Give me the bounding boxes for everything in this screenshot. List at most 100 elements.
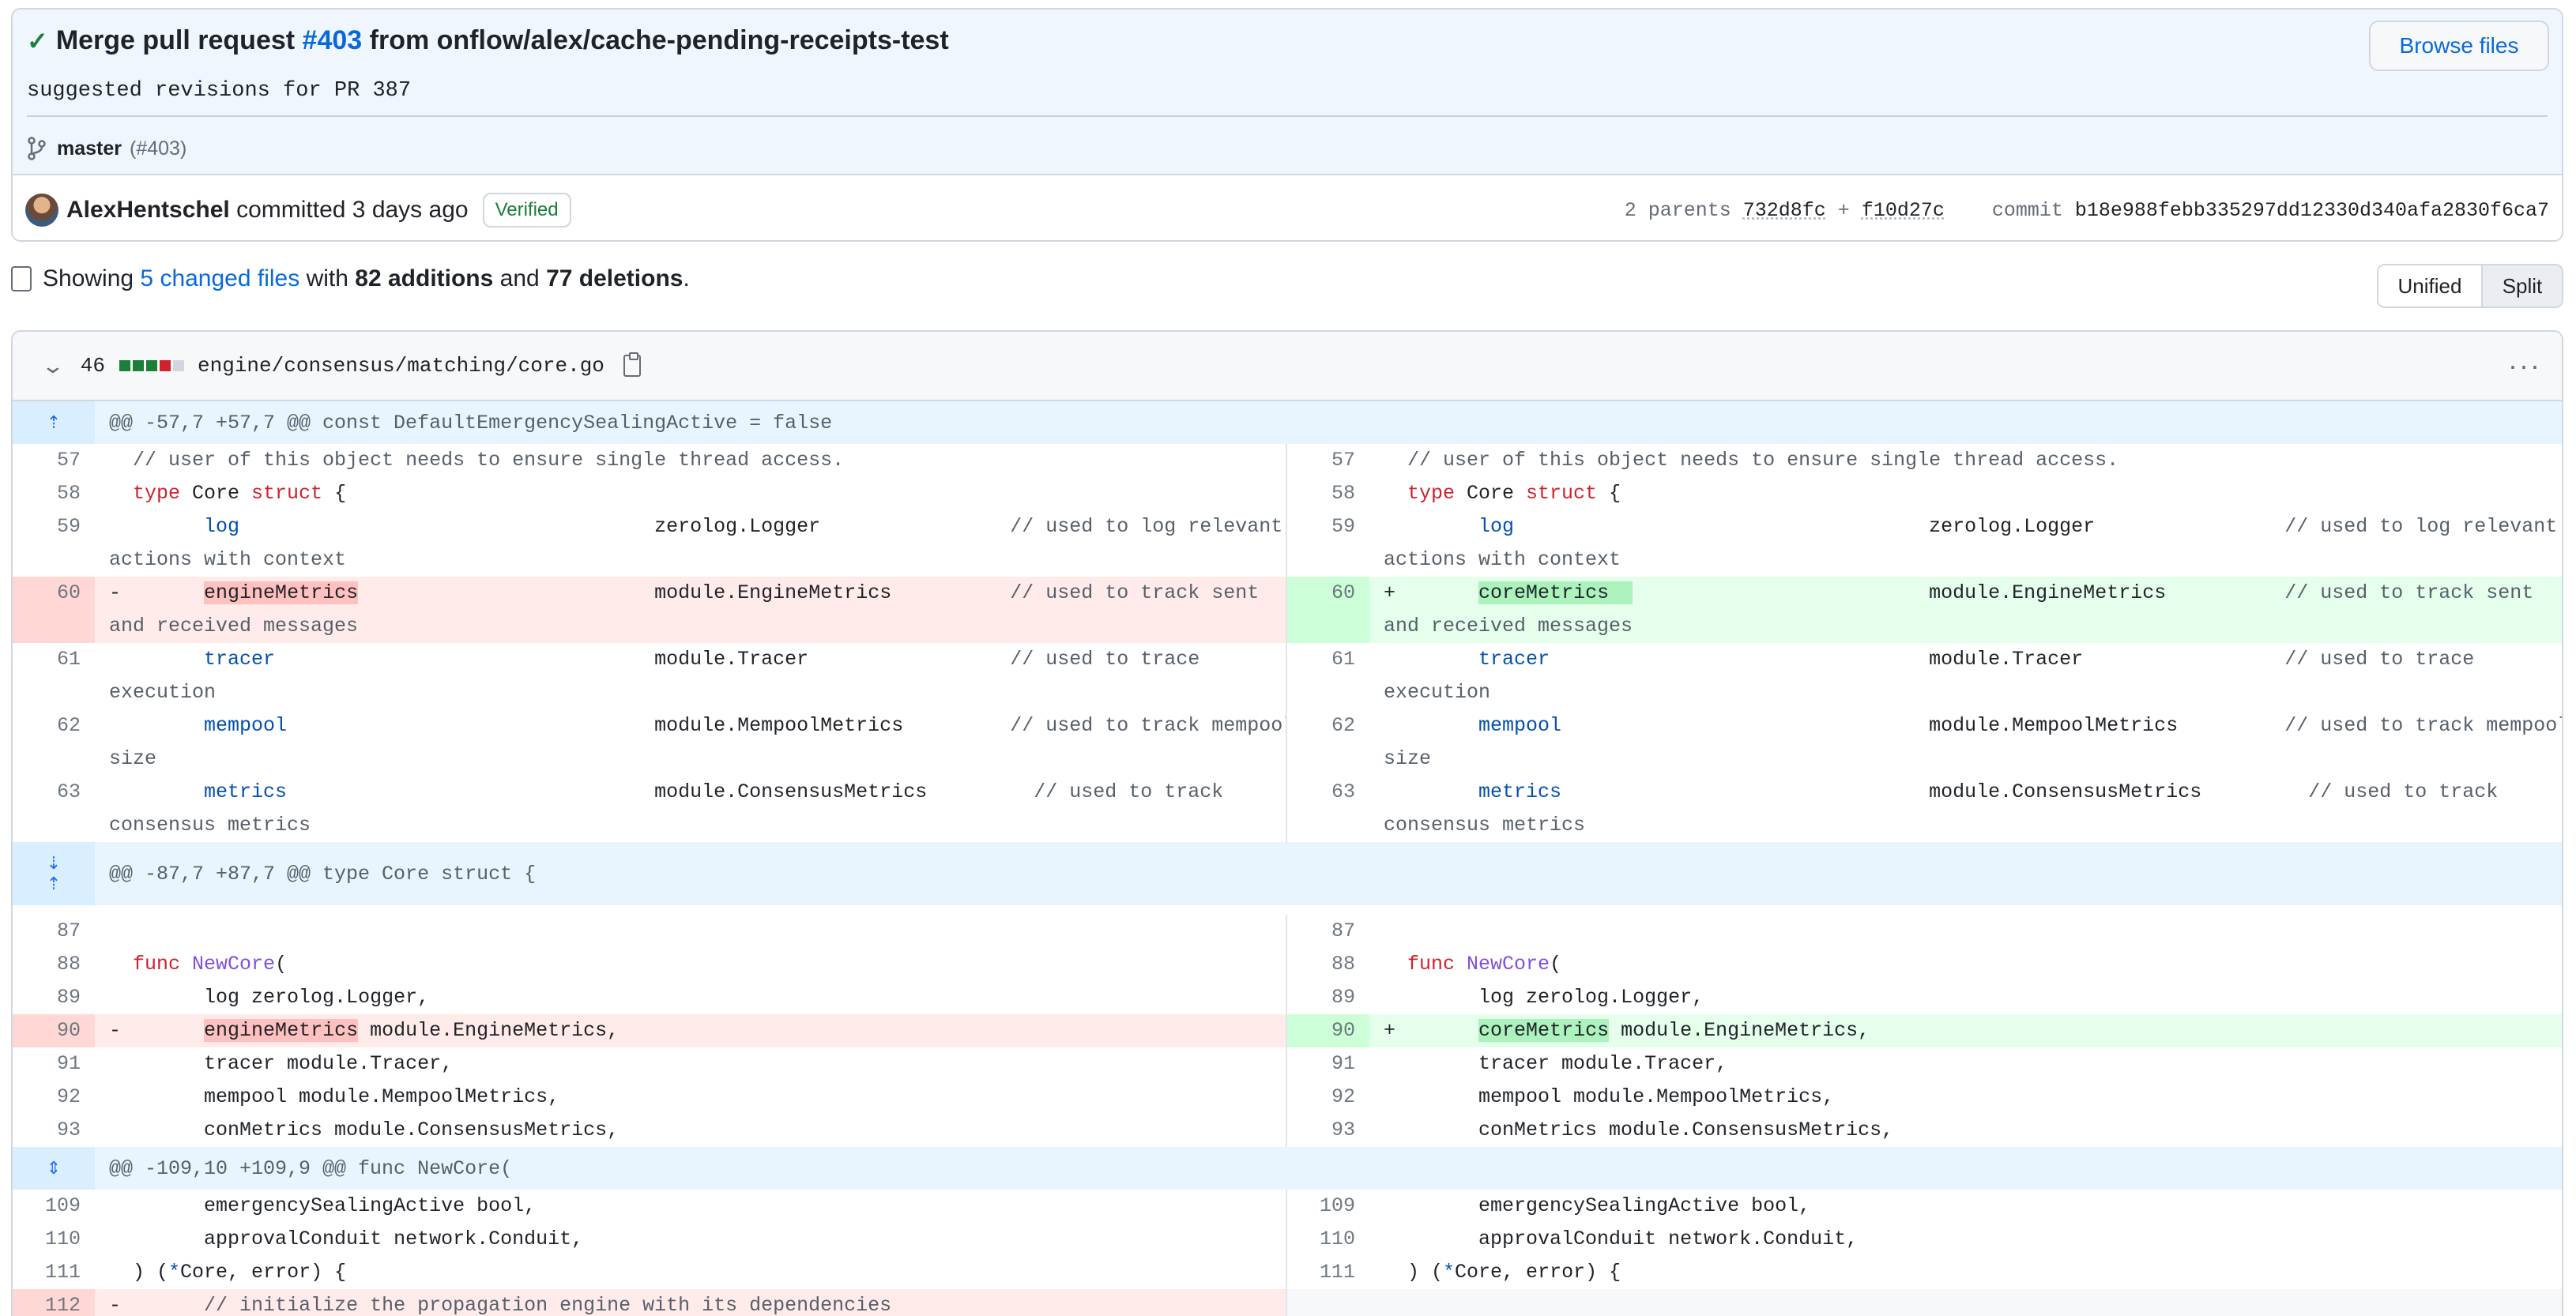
table-row: 91 tracer module.Tracer, 91 tracer modul…: [13, 1047, 2562, 1081]
author-link[interactable]: AlexHentschel: [66, 197, 230, 223]
line-number[interactable]: 62: [1331, 714, 1355, 737]
code-field: tracer: [1478, 648, 1550, 671]
line-number[interactable]: 111: [1319, 1261, 1355, 1284]
line-number[interactable]: 92: [1331, 1085, 1355, 1108]
code-line: ) (*Core, error) {: [95, 1256, 1286, 1289]
line-number[interactable]: 92: [56, 1085, 81, 1108]
deleted-marker: -: [109, 1019, 122, 1042]
divider: [27, 115, 2548, 117]
avatar[interactable]: [25, 194, 58, 227]
line-number[interactable]: 90: [13, 1014, 95, 1047]
line-number[interactable]: 91: [1331, 1052, 1355, 1075]
code-comment: consensus metrics: [109, 814, 311, 837]
code-operator: *: [1443, 1261, 1456, 1284]
code-function: NewCore: [1467, 953, 1550, 976]
diff-stats: Showing 5 changed files with 82 addition…: [11, 265, 690, 292]
line-number[interactable]: 87: [56, 919, 81, 942]
code-text: Core, error) {: [180, 1261, 347, 1284]
code-line: mempool module.MempoolMetrics // used to…: [1369, 709, 2562, 776]
pr-link[interactable]: #403: [302, 25, 363, 55]
kebab-menu-icon[interactable]: ···: [2508, 349, 2541, 382]
deleted-marker: -: [109, 581, 122, 604]
code-type: module.Tracer: [1929, 648, 2084, 671]
changed-files-link[interactable]: 5 changed files: [140, 265, 300, 291]
code-line: [95, 915, 1286, 948]
line-number[interactable]: 59: [56, 515, 81, 538]
line-number[interactable]: 58: [1331, 482, 1355, 505]
highlighted-addition: coreMetrics: [1478, 1019, 1610, 1042]
parent-sha-1[interactable]: 732d8fc: [1742, 199, 1826, 222]
code-text: (: [1550, 953, 1562, 976]
line-number[interactable]: 88: [56, 953, 81, 976]
table-row: 57 // user of this object needs to ensur…: [13, 444, 2562, 477]
copy-icon[interactable]: [623, 352, 641, 377]
table-row: 110 approvalConduit network.Conduit, 110…: [13, 1223, 2562, 1256]
line-number[interactable]: 63: [56, 780, 81, 803]
browse-files-button[interactable]: Browse files: [2369, 21, 2549, 71]
line-number[interactable]: 109: [44, 1194, 81, 1217]
code-text: Core, error) {: [1455, 1261, 1621, 1284]
line-number[interactable]: 109: [1319, 1194, 1355, 1217]
commit-description: suggested revisions for PR 387: [27, 79, 412, 103]
code-text: (: [275, 953, 288, 976]
line-number[interactable]: 89: [1331, 986, 1355, 1009]
line-number[interactable]: 61: [56, 648, 81, 671]
code-comment: // used to log relevant: [2284, 515, 2558, 538]
diff-table: ⇡ @@ -57,7 +57,7 @@ const DefaultEmergen…: [13, 401, 2562, 1316]
hunk-header: ⇡ @@ -57,7 +57,7 @@ const DefaultEmergen…: [13, 401, 2562, 444]
code-text: approvalConduit network.Conduit,: [204, 1228, 584, 1250]
line-number[interactable]: 60: [13, 577, 95, 643]
line-number[interactable]: 57: [1331, 449, 1355, 472]
line-number[interactable]: 111: [44, 1261, 81, 1284]
line-number[interactable]: 87: [1331, 919, 1355, 942]
line-number[interactable]: 110: [1319, 1228, 1355, 1250]
file-path[interactable]: engine/consensus/matching/core.go: [198, 354, 604, 378]
code-type: module.MempoolMetrics: [654, 714, 904, 737]
line-number[interactable]: 89: [56, 986, 81, 1009]
code-line-deleted: - engineMetrics module.EngineMetrics,: [95, 1014, 1286, 1047]
parent-sha-2[interactable]: f10d27c: [1861, 199, 1945, 222]
line-number[interactable]: 59: [1331, 515, 1355, 538]
highlighted-deletion: engineMetrics: [204, 581, 359, 604]
code-comment: // used to track: [1034, 780, 1224, 803]
code-line: tracer module.Tracer,: [95, 1047, 1286, 1081]
table-row: 90- engineMetrics module.EngineMetrics, …: [13, 1014, 2562, 1047]
table-row: 58 type Core struct { 58 type Core struc…: [13, 477, 2562, 510]
code-text: conMetrics module.ConsensusMetrics,: [204, 1119, 620, 1141]
expand-both-icon[interactable]: ⇣ ⇡: [13, 842, 95, 905]
branch-pr-link[interactable]: (#403): [130, 137, 187, 160]
code-line: conMetrics module.ConsensusMetrics,: [1369, 1114, 2562, 1147]
code-line: // user of this object needs to ensure s…: [1369, 444, 2562, 477]
line-number[interactable]: 61: [1331, 648, 1355, 671]
line-number[interactable]: 57: [56, 449, 81, 472]
line-number[interactable]: 93: [56, 1119, 81, 1141]
code-line: approvalConduit network.Conduit,: [95, 1223, 1286, 1256]
line-number[interactable]: 88: [1331, 953, 1355, 976]
code-comment: // initialize the propagation engine wit…: [204, 1294, 892, 1316]
line-number[interactable]: 63: [1331, 780, 1355, 803]
expand-icon[interactable]: ⇕: [13, 1147, 95, 1190]
unified-view-button[interactable]: Unified: [2378, 265, 2481, 306]
line-number[interactable]: 90: [1287, 1014, 1369, 1047]
expand-up-icon[interactable]: ⇡: [13, 401, 95, 444]
code-comment: // used to trace: [2284, 648, 2475, 671]
chevron-down-icon[interactable]: ⌄: [40, 353, 66, 378]
line-number[interactable]: 60: [1287, 577, 1369, 643]
line-number[interactable]: 93: [1331, 1119, 1355, 1141]
line-number[interactable]: 58: [56, 482, 81, 505]
added-marker: +: [1384, 1019, 1396, 1042]
code-line: type Core struct {: [1369, 477, 2562, 510]
code-comment: actions with context: [1384, 548, 1621, 571]
line-number[interactable]: 62: [56, 714, 81, 737]
split-view-button[interactable]: Split: [2481, 265, 2562, 306]
code-comment: size: [109, 747, 157, 770]
table-row: 59 log zerolog.Logger // used to log rel…: [13, 510, 2562, 577]
code-comment: // used to track sent: [1010, 581, 1260, 604]
code-line: mempool module.MempoolMetrics,: [95, 1081, 1286, 1114]
code-keyword: type: [1407, 482, 1456, 505]
line-number[interactable]: 110: [44, 1228, 81, 1250]
line-number[interactable]: 112: [13, 1289, 95, 1316]
branch-name[interactable]: master: [57, 137, 122, 160]
line-number[interactable]: 91: [56, 1052, 81, 1075]
verified-badge[interactable]: Verified: [482, 193, 571, 227]
